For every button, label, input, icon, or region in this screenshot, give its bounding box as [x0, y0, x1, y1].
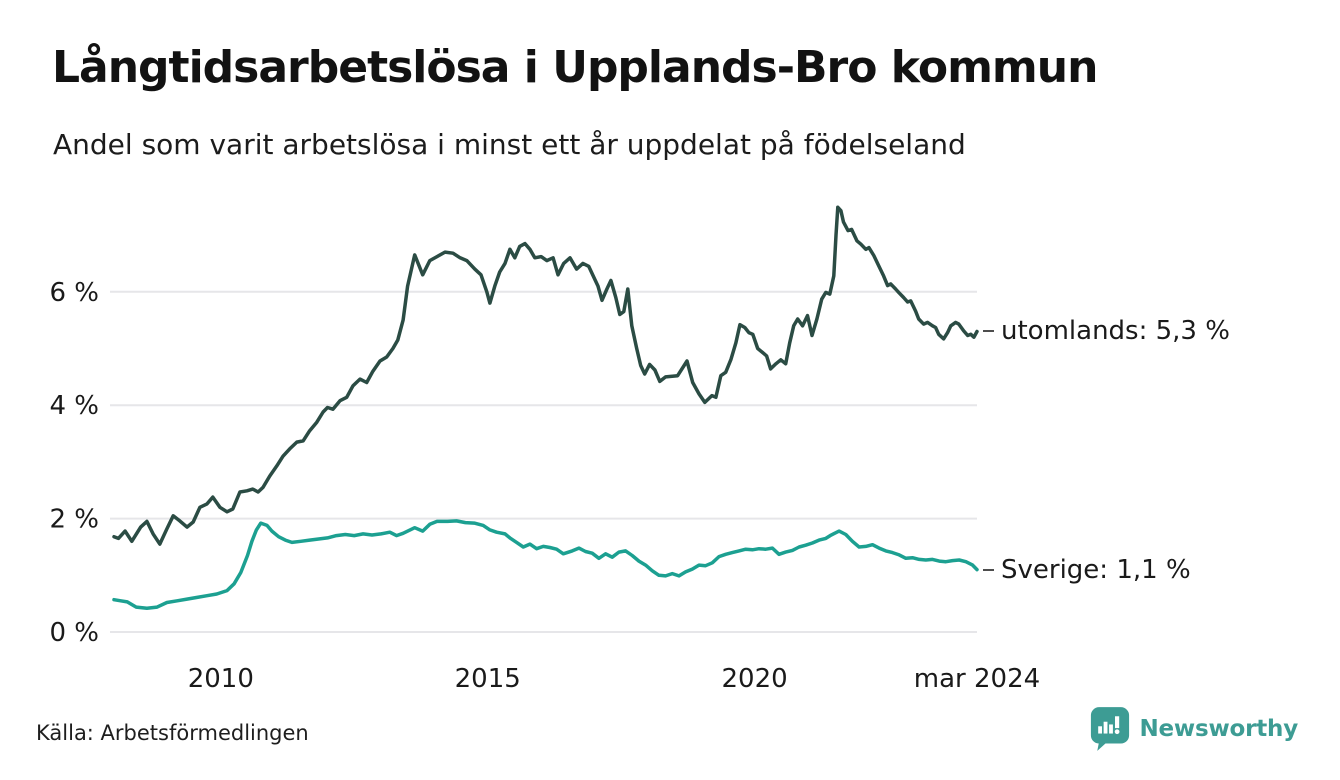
x-axis-tick-labels: 2010 2015 2020 mar 2024 [188, 664, 1040, 694]
page-subtitle: Andel som varit arbetslösa i minst ett å… [53, 128, 966, 161]
label-connector-dash [983, 330, 994, 332]
source-attribution: Källa: Arbetsförmedlingen [36, 721, 309, 745]
x-tick-label: 2010 [188, 664, 254, 694]
series-label-sverige: Sverige: 1,1 % [983, 555, 1191, 585]
newsworthy-pin-icon [1091, 707, 1130, 751]
gridlines [110, 290, 977, 633]
bar-chart-exclamation-glyph [1098, 716, 1120, 735]
x-tick-label: mar 2024 [914, 664, 1040, 694]
y-tick-label: 6 % [49, 278, 99, 308]
sverige-line [112, 519, 979, 610]
y-axis-tick-labels: 0 % 2 % 4 % 6 % [49, 278, 99, 648]
y-tick-label: 4 % [49, 391, 99, 421]
y-tick-label: 2 % [49, 505, 99, 535]
data-series [112, 205, 979, 610]
label-connector-dash [983, 569, 994, 571]
series-label-utomlands: utomlands: 5,3 % [983, 316, 1230, 346]
series-label-utomlands-text: utomlands: 5,3 % [1001, 316, 1230, 346]
x-tick-label: 2020 [722, 664, 788, 694]
y-tick-label: 0 % [49, 618, 99, 648]
utomlands-line [112, 205, 979, 546]
page-title: Långtidsarbetslösa i Upplands-Bro kommun [52, 42, 1098, 93]
x-tick-label: 2015 [455, 664, 521, 694]
newsworthy-logo: Newsworthy [1090, 706, 1298, 752]
newsworthy-wordmark: Newsworthy [1139, 716, 1298, 742]
series-label-sverige-text: Sverige: 1,1 % [1001, 555, 1191, 585]
